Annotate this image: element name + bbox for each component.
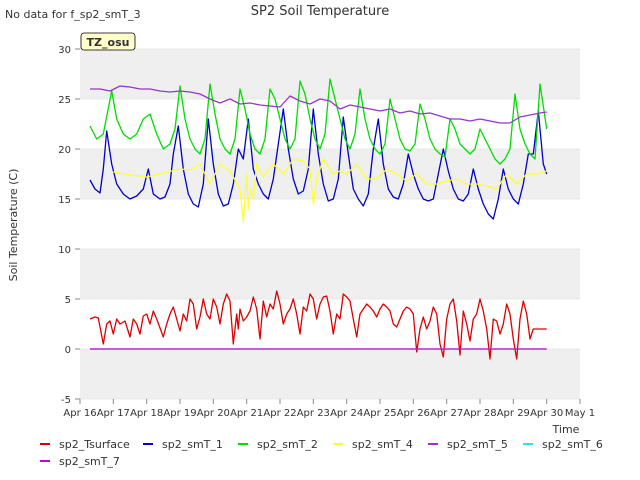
y-tick-label: -5 <box>61 395 71 406</box>
site-tag: TZ_osu <box>80 32 136 51</box>
x-tick-label: Apr 27 <box>430 408 463 419</box>
x-tick-label: May 1 <box>565 408 595 419</box>
series-line-sp2_smT_1 <box>89 108 548 220</box>
y-tick-label: 10 <box>58 245 71 256</box>
grid-band <box>80 49 580 99</box>
x-tick-label: Apr 24 <box>330 408 363 419</box>
legend-label: sp2_smT_2 <box>257 438 318 451</box>
x-tick-label: Apr 30 <box>530 408 563 419</box>
series-line-sp2_Tsurface <box>89 290 547 360</box>
y-tick-label: 25 <box>58 95 71 106</box>
y-tick-label: 0 <box>65 345 71 356</box>
series-line-sp2_smT_5 <box>90 85 547 124</box>
series-line-sp2_smT_2 <box>89 78 548 165</box>
legend-label: sp2_smT_7 <box>59 455 120 468</box>
no-data-note: No data for f_sp2_smT_3 <box>5 8 141 21</box>
x-tick-label: Apr 16 <box>63 408 96 419</box>
grid-band <box>80 249 580 299</box>
x-axis-ticks: Apr 16 Apr 17 Apr 18 Apr 19 Apr 20 Apr 21 Apr … <box>63 399 595 419</box>
y-axis-ticks: -5 0 5 10 15 20 25 30 <box>58 45 80 406</box>
y-tick-label: 15 <box>58 195 71 206</box>
y-axis-label: Soil Temperature (C) <box>7 169 20 282</box>
chart-title: SP2 Soil Temperature <box>251 4 389 19</box>
x-tick-label: Apr 22 <box>263 408 296 419</box>
x-tick-label: Apr 26 <box>397 408 430 419</box>
legend: sp2_Tsurface sp2_smT_1 sp2_smT_2 sp2_smT_4 s… <box>40 438 603 468</box>
legend-label: sp2_smT_4 <box>352 438 413 451</box>
grid-bands <box>80 48 580 400</box>
site-tag-label: TZ_osu <box>87 36 130 49</box>
x-tick-label: Apr 19 <box>163 408 196 419</box>
y-tick-label: 30 <box>58 45 71 56</box>
legend-label: sp2_smT_6 <box>542 438 603 451</box>
x-tick-label: Apr 21 <box>230 408 263 419</box>
legend-label: sp2_Tsurface <box>59 438 130 451</box>
site-tag-box <box>80 32 136 51</box>
series-lines <box>89 78 548 360</box>
x-tick-label: Apr 29 <box>497 408 530 419</box>
grid-band <box>80 149 580 199</box>
series-line-sp2_smT_4 <box>113 158 547 223</box>
plot-area <box>80 49 580 399</box>
x-axis-label: Time <box>552 423 580 436</box>
plot-background <box>80 49 580 399</box>
legend-label: sp2_smT_1 <box>162 438 223 451</box>
y-tick-label: 5 <box>65 295 71 306</box>
x-tick-label: Apr 23 <box>297 408 330 419</box>
legend-label: sp2_smT_5 <box>447 438 508 451</box>
grid-band <box>80 349 580 399</box>
y-tick-label: 20 <box>58 145 71 156</box>
x-tick-label: Apr 25 <box>363 408 396 419</box>
x-tick-label: Apr 17 <box>97 408 130 419</box>
x-tick-label: Apr 28 <box>463 408 496 419</box>
x-tick-label: Apr 18 <box>130 408 163 419</box>
x-tick-label: Apr 20 <box>197 408 230 419</box>
